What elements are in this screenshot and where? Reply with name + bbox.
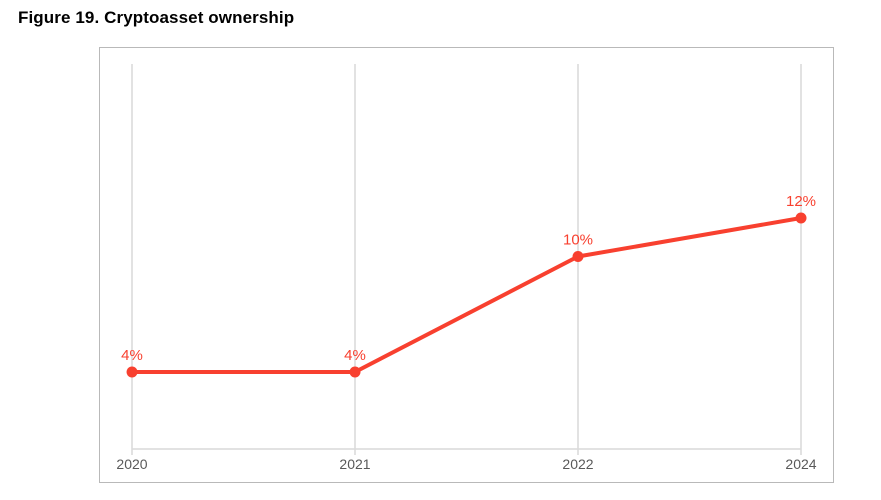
data-point (126, 366, 138, 378)
data-point-label: 4% (121, 347, 143, 364)
data-point (572, 251, 584, 262)
data-point (349, 366, 361, 378)
x-tick-label: 2022 (562, 456, 593, 472)
x-tick-label: 2020 (116, 456, 147, 472)
series-line (130, 216, 803, 374)
x-tick-label: 2024 (785, 456, 816, 472)
figure-title: Figure 19. Cryptoasset ownership (18, 8, 295, 27)
data-point (795, 212, 807, 224)
plot-area: 4% 4% 10% 12% 2020 2021 2022 2024 (99, 47, 834, 483)
data-point-label: 4% (344, 347, 366, 364)
data-point-label: 12% (786, 193, 816, 210)
line-chart: 4% 4% 10% 12% 2020 2021 2022 2024 (116, 64, 817, 472)
x-tick-label: 2021 (339, 456, 370, 472)
data-point-label: 10% (563, 232, 593, 249)
